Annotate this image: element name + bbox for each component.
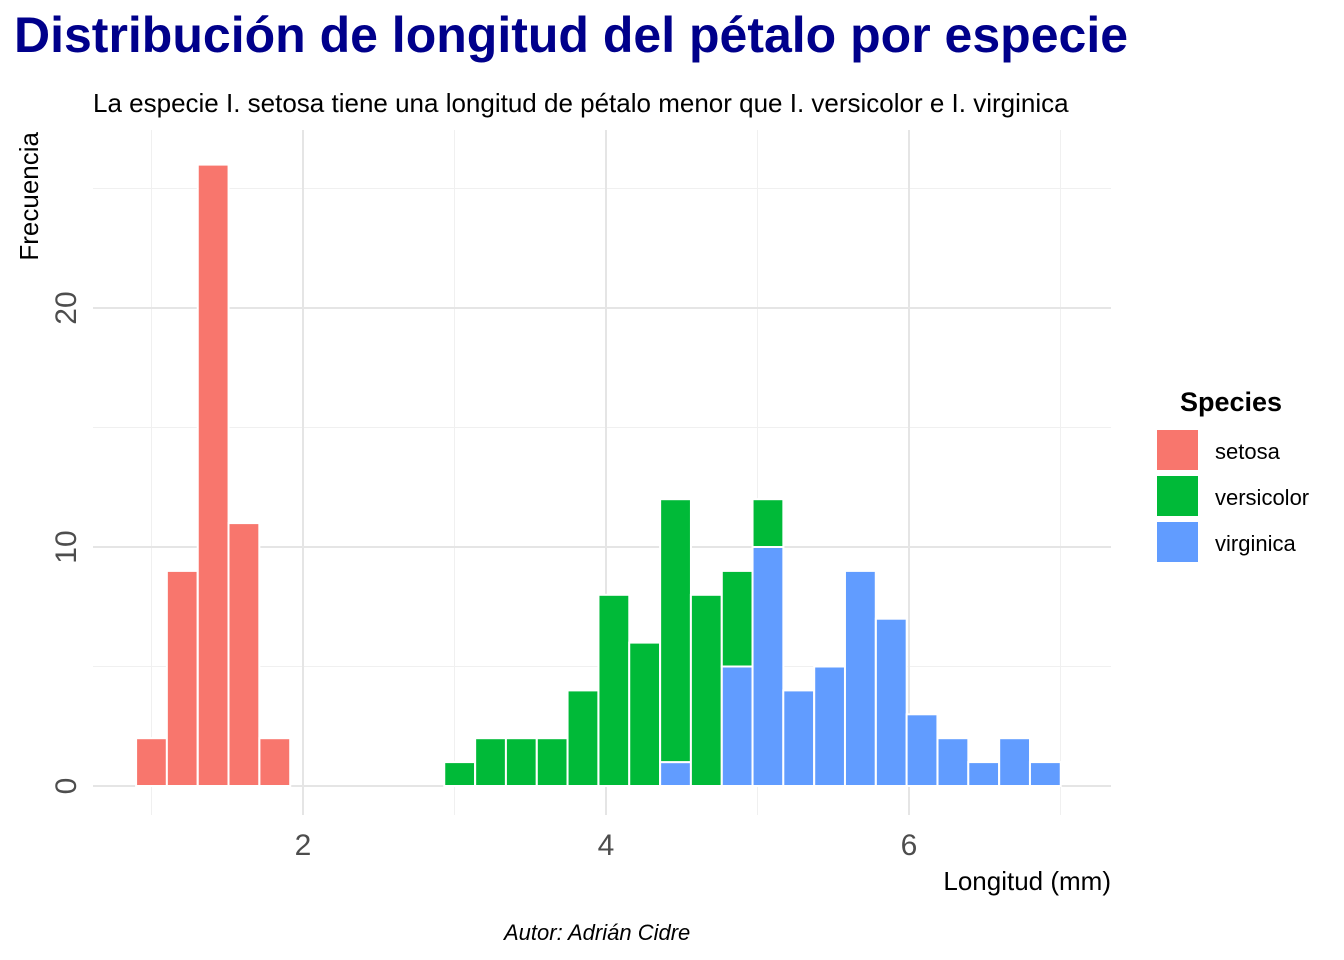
legend-key-setosa <box>1157 430 1198 470</box>
bar-virginica <box>843 569 877 788</box>
bar-virginica <box>998 737 1032 788</box>
y-tick-label: 0 <box>50 778 83 795</box>
chart-title: Distribución de longitud del pétalo por … <box>14 7 1129 63</box>
legend-key-virginica <box>1157 522 1198 562</box>
x-tick-label: 6 <box>901 829 918 862</box>
bar-versicolor <box>689 593 723 787</box>
bar-setosa <box>227 522 261 787</box>
bar-versicolor <box>504 737 538 788</box>
bar-versicolor <box>474 737 507 788</box>
bar-setosa <box>258 737 292 788</box>
chart-caption: Autor: Adrián Cidre <box>504 920 691 945</box>
bar-versicolor <box>597 593 631 787</box>
bar-virginica <box>813 665 847 787</box>
bar-setosa <box>196 163 230 788</box>
legend-label: versicolor <box>1215 485 1309 510</box>
bar-setosa <box>135 737 168 788</box>
chart-subtitle: La especie I. setosa tiene una longitud … <box>93 88 1069 118</box>
bar-virginica <box>751 546 785 787</box>
bar-virginica <box>874 617 908 788</box>
legend-label: virginica <box>1215 531 1296 556</box>
bar-versicolor <box>443 761 477 787</box>
legend-label: setosa <box>1215 439 1281 464</box>
bar-versicolor <box>535 737 569 788</box>
x-tick-label: 2 <box>295 829 312 862</box>
bar-virginica <box>936 737 970 788</box>
bar-virginica <box>720 665 754 787</box>
y-tick-label: 10 <box>50 530 83 563</box>
y-tick-label: 20 <box>50 291 83 324</box>
bar-versicolor <box>628 641 662 787</box>
bar-virginica <box>782 689 816 788</box>
y-axis-label: Frecuencia <box>14 131 44 260</box>
bar-versicolor <box>751 498 785 549</box>
legend-key-versicolor <box>1157 476 1198 516</box>
bar-virginica <box>967 761 1001 787</box>
x-axis-label: Longitud (mm) <box>943 866 1111 896</box>
bar-virginica <box>1028 761 1062 787</box>
bar-versicolor <box>720 569 754 668</box>
bar-virginica <box>905 713 939 787</box>
bar-versicolor <box>659 498 692 764</box>
bar-virginica <box>659 761 692 787</box>
bar-setosa <box>165 569 199 788</box>
x-tick-label: 4 <box>598 829 615 862</box>
bar-versicolor <box>566 689 600 788</box>
legend-title: Species <box>1180 387 1282 417</box>
